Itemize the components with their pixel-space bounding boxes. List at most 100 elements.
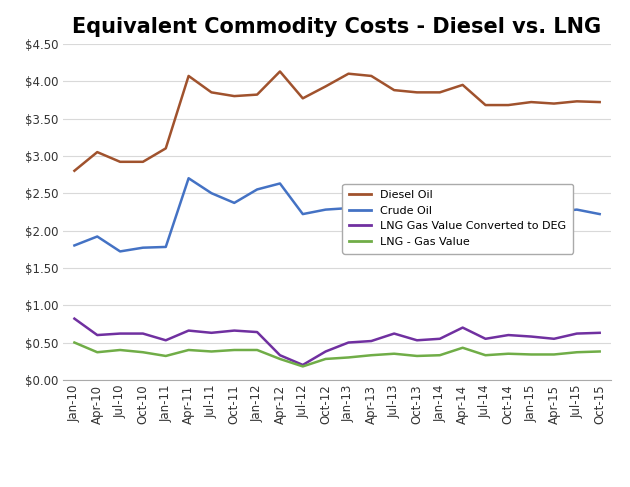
LNG - Gas Value	[413, 353, 421, 359]
LNG Gas Value Converted to DEG	[391, 331, 398, 337]
LNG - Gas Value	[596, 349, 604, 355]
Diesel Oil	[253, 92, 261, 97]
LNG Gas Value Converted to DEG	[322, 349, 329, 355]
LNG - Gas Value	[391, 351, 398, 356]
Crude Oil	[436, 187, 444, 192]
Diesel Oil	[596, 99, 604, 105]
Diesel Oil	[505, 102, 512, 108]
LNG Gas Value Converted to DEG	[139, 331, 147, 337]
Crude Oil	[162, 244, 169, 250]
Crude Oil	[117, 248, 124, 254]
LNG - Gas Value	[482, 352, 490, 358]
Diesel Oil	[276, 69, 284, 75]
Diesel Oil	[436, 90, 444, 95]
Line: Crude Oil: Crude Oil	[74, 178, 600, 251]
LNG Gas Value Converted to DEG	[413, 337, 421, 343]
LNG Gas Value Converted to DEG	[185, 328, 192, 334]
Diesel Oil	[367, 73, 375, 79]
LNG Gas Value Converted to DEG	[482, 336, 490, 342]
LNG - Gas Value	[527, 352, 535, 357]
LNG Gas Value Converted to DEG	[93, 332, 101, 338]
LNG Gas Value Converted to DEG	[345, 339, 352, 345]
Legend: Diesel Oil, Crude Oil, LNG Gas Value Converted to DEG, LNG - Gas Value: Diesel Oil, Crude Oil, LNG Gas Value Con…	[342, 184, 573, 254]
Crude Oil	[367, 196, 375, 202]
LNG - Gas Value	[505, 351, 512, 356]
Crude Oil	[276, 181, 284, 187]
Diesel Oil	[162, 146, 169, 151]
LNG - Gas Value	[139, 349, 147, 355]
Diesel Oil	[185, 73, 192, 79]
LNG - Gas Value	[253, 347, 261, 353]
Crude Oil	[299, 211, 307, 217]
Diesel Oil	[345, 71, 352, 76]
LNG Gas Value Converted to DEG	[436, 336, 444, 342]
LNG Gas Value Converted to DEG	[208, 330, 215, 336]
LNG Gas Value Converted to DEG	[117, 331, 124, 337]
LNG - Gas Value	[573, 349, 581, 355]
LNG Gas Value Converted to DEG	[71, 316, 78, 321]
Line: Diesel Oil: Diesel Oil	[74, 72, 600, 171]
Crude Oil	[482, 204, 490, 209]
Crude Oil	[550, 209, 558, 215]
Crude Oil	[596, 211, 604, 217]
Diesel Oil	[482, 102, 490, 108]
LNG - Gas Value	[459, 345, 466, 351]
LNG Gas Value Converted to DEG	[505, 332, 512, 338]
Crude Oil	[253, 187, 261, 192]
Diesel Oil	[413, 90, 421, 95]
Diesel Oil	[527, 99, 535, 105]
Crude Oil	[71, 243, 78, 248]
LNG Gas Value Converted to DEG	[299, 362, 307, 368]
Diesel Oil	[93, 149, 101, 155]
Diesel Oil	[322, 83, 329, 89]
LNG - Gas Value	[550, 352, 558, 357]
LNG Gas Value Converted to DEG	[367, 338, 375, 344]
LNG Gas Value Converted to DEG	[596, 330, 604, 336]
LNG - Gas Value	[208, 349, 215, 355]
LNG - Gas Value	[93, 349, 101, 355]
LNG - Gas Value	[231, 347, 238, 353]
Crude Oil	[459, 199, 466, 205]
LNG Gas Value Converted to DEG	[253, 329, 261, 335]
Crude Oil	[505, 205, 512, 211]
LNG Gas Value Converted to DEG	[550, 336, 558, 342]
Diesel Oil	[208, 90, 215, 95]
LNG Gas Value Converted to DEG	[231, 328, 238, 334]
Line: LNG Gas Value Converted to DEG: LNG Gas Value Converted to DEG	[74, 318, 600, 365]
Crude Oil	[139, 245, 147, 251]
Crude Oil	[185, 175, 192, 181]
Diesel Oil	[139, 159, 147, 165]
Crude Oil	[208, 190, 215, 196]
Crude Oil	[573, 206, 581, 212]
LNG - Gas Value	[367, 352, 375, 358]
Diesel Oil	[299, 95, 307, 101]
LNG - Gas Value	[345, 355, 352, 360]
LNG - Gas Value	[436, 352, 444, 358]
LNG - Gas Value	[276, 356, 284, 362]
LNG - Gas Value	[162, 353, 169, 359]
Crude Oil	[413, 199, 421, 205]
LNG Gas Value Converted to DEG	[276, 352, 284, 358]
Diesel Oil	[391, 87, 398, 93]
Diesel Oil	[550, 101, 558, 107]
Crude Oil	[231, 200, 238, 206]
Diesel Oil	[71, 168, 78, 174]
Crude Oil	[527, 209, 535, 215]
Crude Oil	[345, 205, 352, 211]
LNG Gas Value Converted to DEG	[459, 325, 466, 331]
Diesel Oil	[117, 159, 124, 165]
Title: Equivalent Commodity Costs - Diesel vs. LNG: Equivalent Commodity Costs - Diesel vs. …	[72, 17, 602, 37]
LNG Gas Value Converted to DEG	[162, 337, 169, 343]
LNG - Gas Value	[185, 347, 192, 353]
Line: LNG - Gas Value: LNG - Gas Value	[74, 342, 600, 366]
Diesel Oil	[231, 93, 238, 99]
Crude Oil	[322, 206, 329, 212]
LNG Gas Value Converted to DEG	[573, 331, 581, 337]
Diesel Oil	[573, 98, 581, 104]
Crude Oil	[391, 198, 398, 204]
LNG Gas Value Converted to DEG	[527, 334, 535, 339]
LNG - Gas Value	[299, 363, 307, 369]
LNG - Gas Value	[71, 339, 78, 345]
LNG - Gas Value	[117, 347, 124, 353]
Crude Oil	[93, 234, 101, 240]
